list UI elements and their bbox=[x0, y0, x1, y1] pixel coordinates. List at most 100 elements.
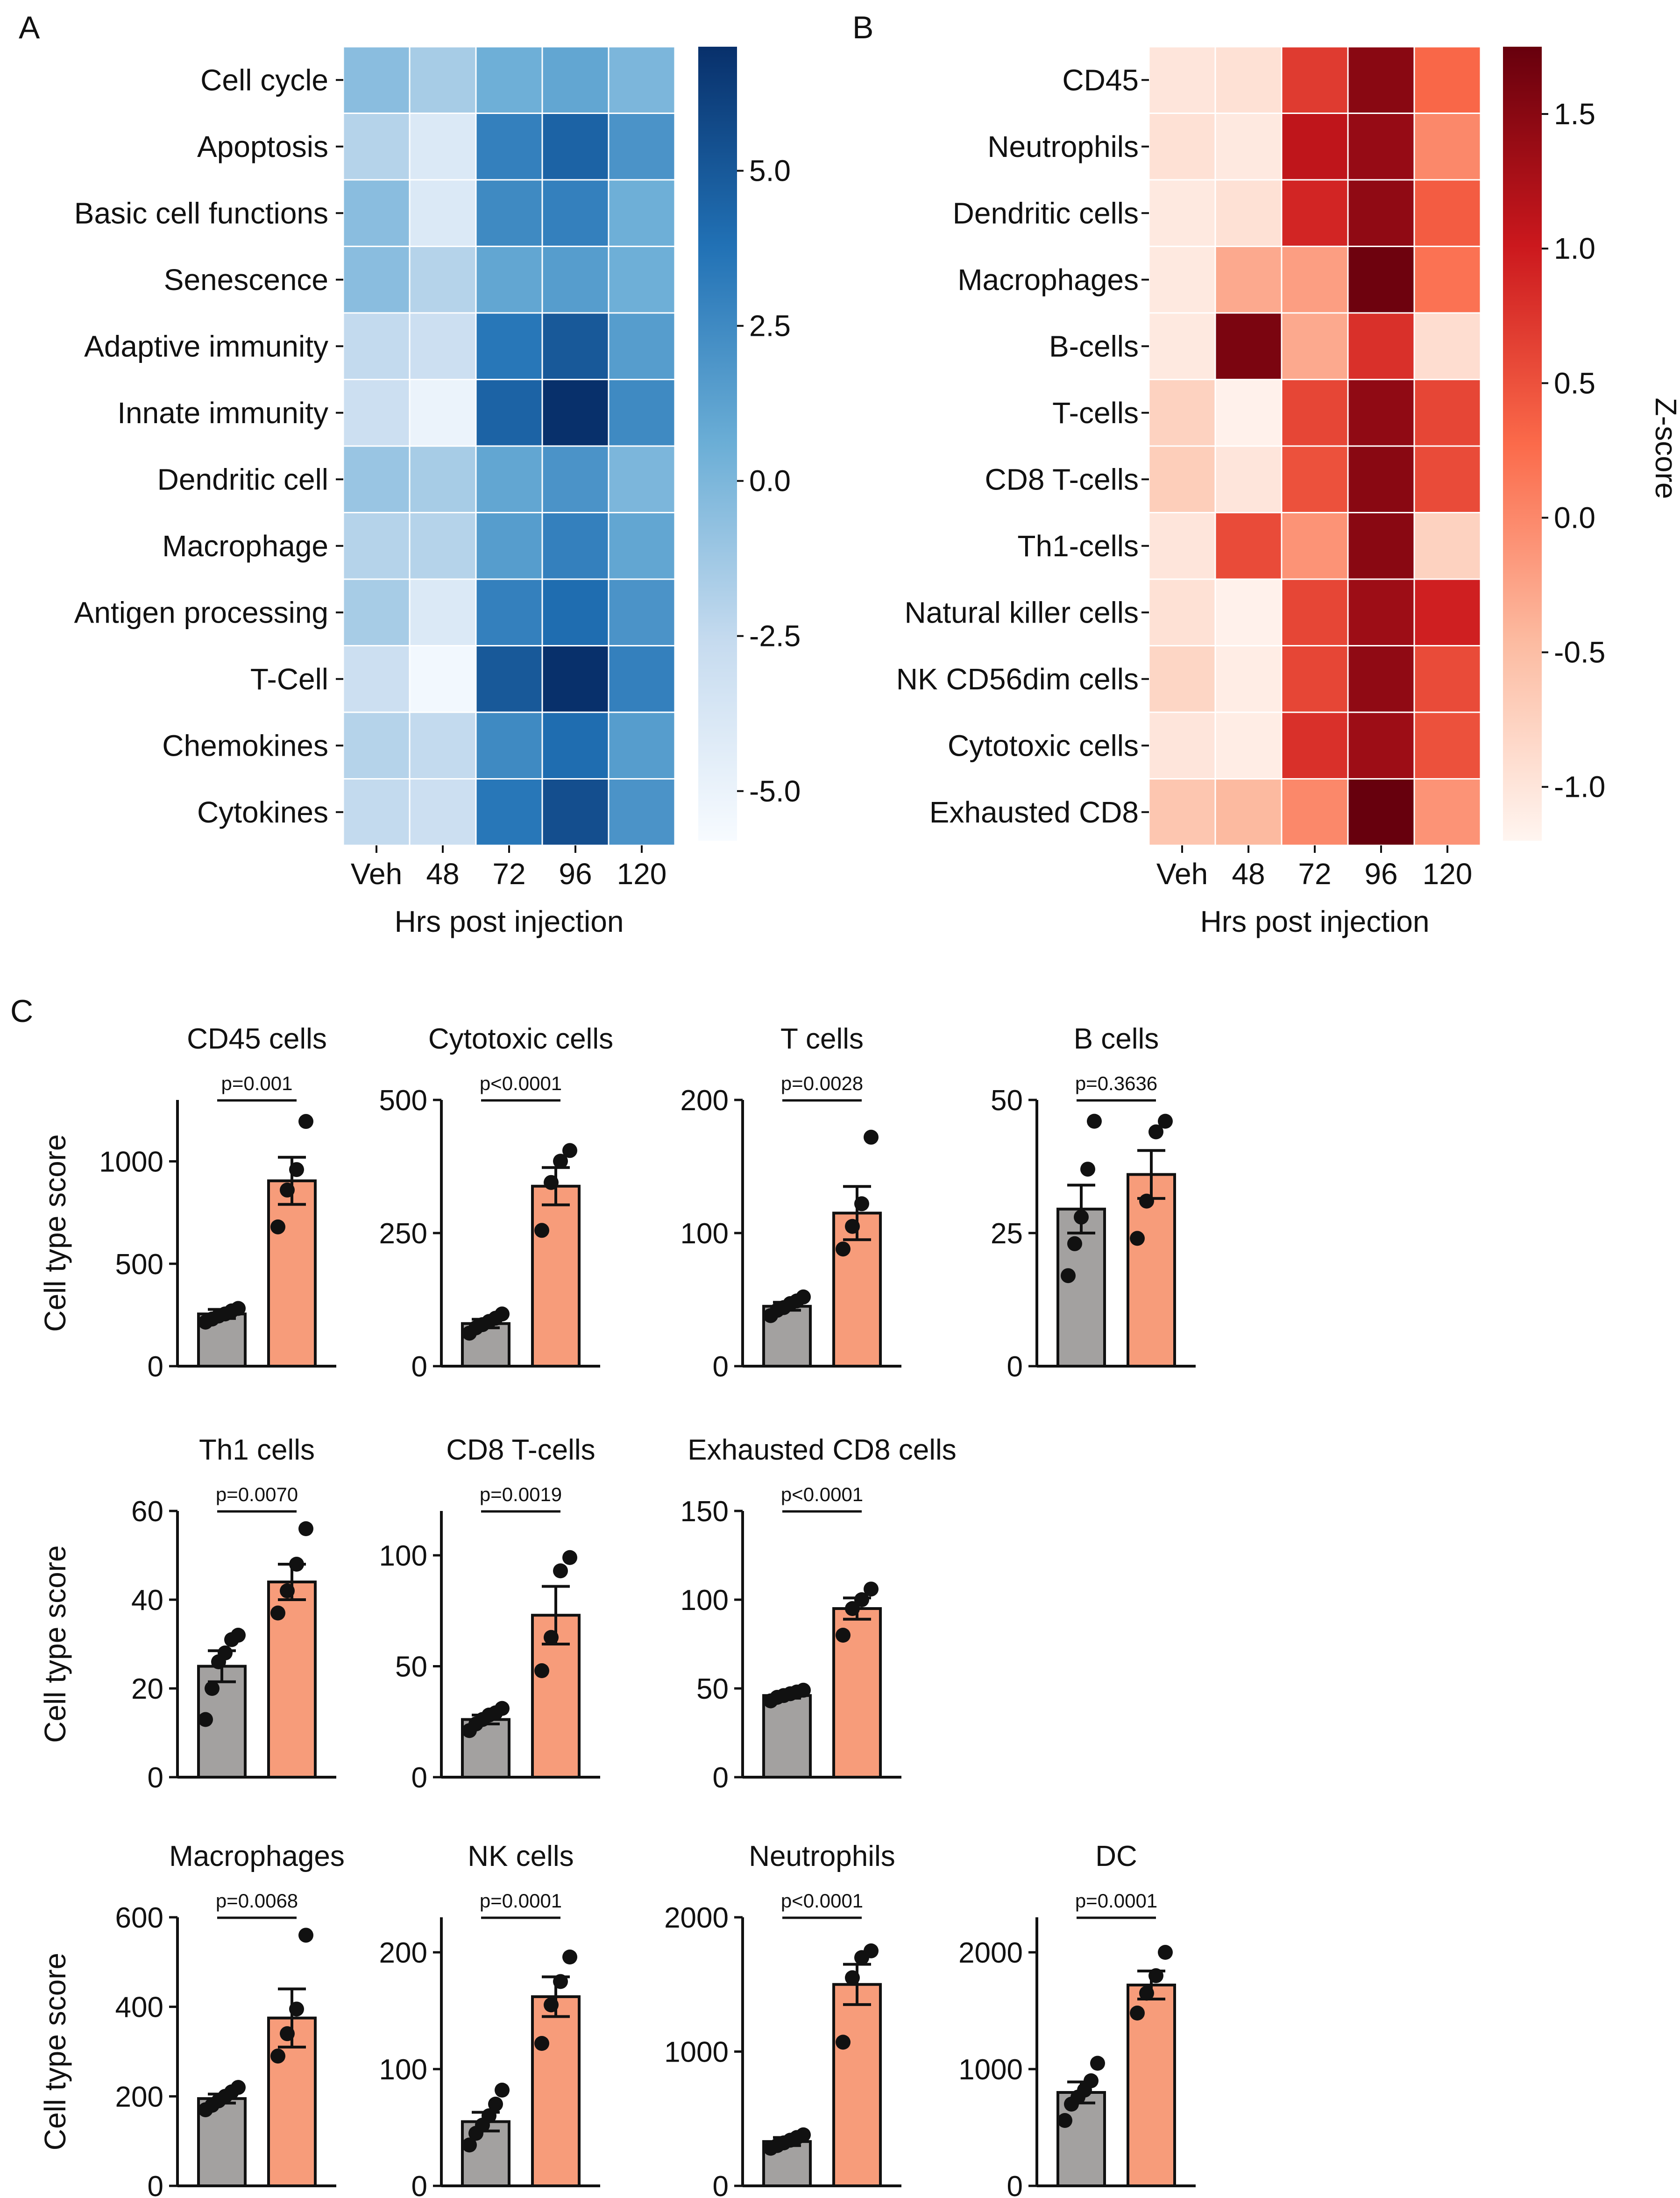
heatmap-cell bbox=[541, 312, 610, 380]
colorbar-tick-label: 0.5 bbox=[1554, 366, 1595, 400]
p-value-label: p<0.0001 bbox=[781, 1483, 863, 1505]
heatmap-cell bbox=[1281, 312, 1349, 380]
data-point bbox=[864, 1129, 879, 1145]
panel-label-c: C bbox=[10, 993, 33, 1029]
heatmap-cell bbox=[1281, 645, 1349, 713]
y-tick-label: 100 bbox=[681, 1218, 729, 1250]
heatmap-cell bbox=[1281, 113, 1349, 181]
data-point bbox=[218, 1645, 233, 1660]
heatmap-cell bbox=[342, 711, 411, 780]
chart-title: B cells bbox=[1074, 1023, 1159, 1055]
heatmap-cell bbox=[1148, 578, 1216, 646]
data-point bbox=[1139, 1985, 1154, 2001]
data-point bbox=[270, 1219, 285, 1234]
data-point bbox=[562, 1950, 577, 1964]
heatmap-cell bbox=[409, 711, 477, 780]
y-axis-title: Cell type score bbox=[38, 1545, 72, 1743]
row-label: Neutrophils bbox=[987, 130, 1139, 163]
heatmap-cell bbox=[608, 645, 676, 713]
bar-chart: CD8 T-cells 0 50 100 p=0.0019 bbox=[379, 1434, 600, 1794]
data-point bbox=[1074, 1209, 1089, 1225]
y-tick-label: 0 bbox=[713, 2170, 729, 2198]
heatmap-b: CD45 Neutrophils Dendritic cells Macrophage… bbox=[896, 46, 1680, 938]
data-point bbox=[836, 2035, 851, 2050]
column-label: 48 bbox=[1232, 857, 1265, 891]
bar-chart: Neutrophils 0 1000 2000 p<0.0001 bbox=[664, 1840, 901, 2198]
data-point bbox=[845, 1601, 860, 1616]
heatmap-cell bbox=[1148, 113, 1216, 181]
heatmap-cell bbox=[1347, 778, 1415, 846]
heatmap-cell bbox=[342, 246, 411, 314]
y-tick-label: 25 bbox=[991, 1218, 1023, 1250]
data-point bbox=[495, 2083, 510, 2098]
y-tick-label: 40 bbox=[131, 1584, 163, 1617]
heatmap-cell bbox=[1281, 246, 1349, 314]
colorbar-tick-label: -2.5 bbox=[749, 619, 801, 653]
row-label: B-cells bbox=[1049, 329, 1139, 363]
y-tick-label: 400 bbox=[115, 1992, 163, 2024]
p-value-label: p=0.0028 bbox=[781, 1072, 863, 1094]
charts: Cell cycle Apoptosis Basic cell functions S… bbox=[38, 46, 1680, 2198]
heatmap-cell bbox=[409, 46, 477, 114]
data-point bbox=[1084, 2073, 1099, 2088]
row-label: Cell cycle bbox=[200, 63, 328, 97]
heatmap-cell bbox=[475, 645, 543, 713]
data-point bbox=[1158, 1945, 1173, 1960]
chart-title: Exhausted CD8 cells bbox=[688, 1434, 957, 1466]
heatmap-cell bbox=[1347, 179, 1415, 247]
data-point bbox=[562, 1550, 577, 1565]
treated-bar bbox=[531, 1995, 581, 2187]
y-tick-label: 100 bbox=[681, 1584, 729, 1617]
heatmap-cell bbox=[1281, 46, 1349, 114]
heatmap-cell bbox=[1281, 445, 1349, 513]
colorbar-tick-label: 1.0 bbox=[1554, 232, 1595, 265]
data-point bbox=[1061, 1268, 1076, 1283]
colorbar-tick-label: 1.5 bbox=[1554, 97, 1595, 131]
y-tick-label: 0 bbox=[411, 1762, 427, 1794]
bar-chart: CD45 cells 0 500 1000 Cell type score p=0.001 bbox=[38, 1023, 336, 1383]
y-tick-label: 0 bbox=[411, 1351, 427, 1383]
heatmap-cell bbox=[608, 778, 676, 846]
p-value-label: p=0.3636 bbox=[1075, 1072, 1157, 1094]
data-point bbox=[534, 1223, 549, 1238]
column-label: 120 bbox=[1423, 857, 1473, 891]
heatmap-cell bbox=[541, 512, 610, 580]
row-label: T-cells bbox=[1052, 396, 1139, 430]
heatmap-cell bbox=[1413, 246, 1482, 314]
column-label: 96 bbox=[559, 857, 592, 891]
heatmap-cell bbox=[1281, 512, 1349, 580]
data-point bbox=[1139, 1193, 1154, 1209]
control-bar bbox=[762, 1694, 812, 1779]
heatmap-cell bbox=[1413, 645, 1482, 713]
heatmap-cell bbox=[475, 246, 543, 314]
heatmap-cell bbox=[1148, 312, 1216, 380]
y-tick-label: 200 bbox=[379, 1937, 427, 1969]
bar-chart: NK cells 0 100 200 p=0.0001 bbox=[379, 1840, 600, 2198]
heatmap-cell bbox=[342, 445, 411, 513]
data-point bbox=[1158, 1113, 1173, 1129]
row-label: Antigen processing bbox=[74, 596, 328, 629]
heatmap-a: Cell cycle Apoptosis Basic cell functions S… bbox=[74, 46, 801, 938]
y-tick-label: 1000 bbox=[99, 1146, 163, 1178]
bar-chart: T cells 0 100 200 p=0.0028 bbox=[681, 1023, 901, 1383]
heatmap-cell bbox=[342, 645, 411, 713]
heatmap-cell bbox=[1148, 778, 1216, 846]
chart-title: Cytotoxic cells bbox=[428, 1023, 613, 1055]
heatmap-cell bbox=[608, 512, 676, 580]
data-point bbox=[553, 1154, 568, 1169]
heatmap-cell bbox=[409, 512, 477, 580]
data-point bbox=[796, 1289, 811, 1305]
heatmap-cell bbox=[1413, 711, 1482, 780]
heatmap-cell bbox=[475, 312, 543, 380]
row-label: CD45 bbox=[1062, 63, 1139, 97]
row-label: Natural killer cells bbox=[905, 596, 1139, 629]
data-point bbox=[836, 1241, 851, 1257]
data-point bbox=[864, 1581, 879, 1597]
data-point bbox=[1130, 2006, 1145, 2021]
heatmap-cell bbox=[342, 312, 411, 380]
data-point bbox=[553, 1563, 568, 1579]
heatmap-cell bbox=[1214, 445, 1283, 513]
y-tick-label: 100 bbox=[379, 2054, 427, 2086]
y-tick-label: 20 bbox=[131, 1673, 163, 1705]
